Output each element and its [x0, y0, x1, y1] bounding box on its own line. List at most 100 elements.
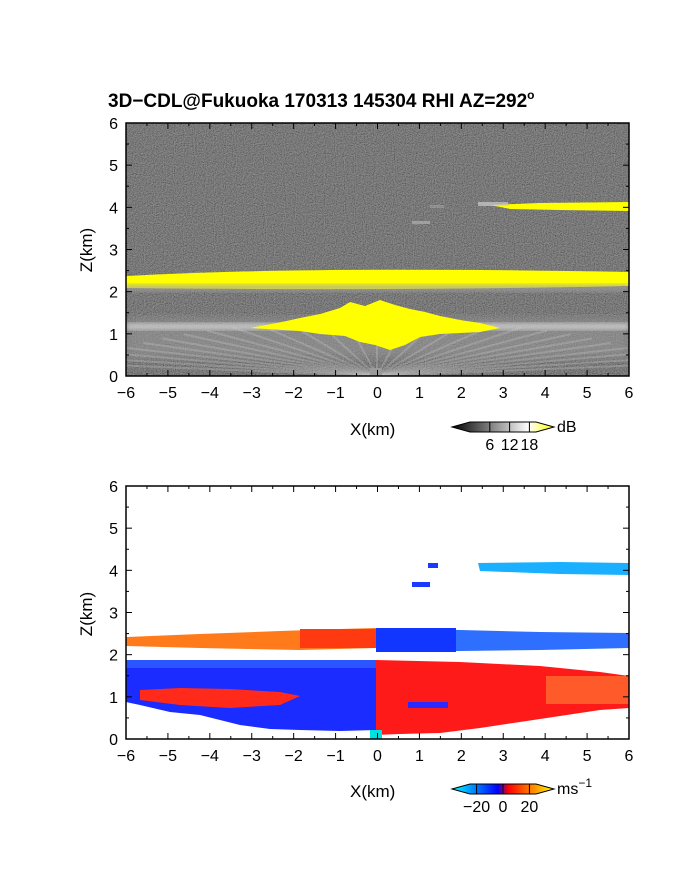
backscatter-colorbar-ticks: 6 12 18 — [485, 422, 538, 454]
backscatter-y-label: Z(km) — [77, 228, 96, 272]
backscatter-x-tick-label: 2 — [457, 385, 466, 402]
figure-title-main: 3D−CDL@Fukuoka 170313 145304 RHI AZ=292 — [108, 91, 527, 112]
backscatter-x-tick-label: 3 — [499, 385, 508, 402]
velocity-y-tick-label: 6 — [109, 479, 118, 496]
backscatter-colorbar-tick-label: 6 — [485, 437, 494, 454]
velocity-x-label: X(km) — [350, 782, 395, 801]
backscatter-x-ticks: −6 −5 −4 −3 −2 −1 0 1 2 3 4 5 6 — [117, 123, 634, 402]
velocity-unit-base: ms — [557, 781, 578, 798]
velocity-x-tick-label: −4 — [201, 748, 219, 765]
backscatter-y-tick-label: 5 — [109, 158, 118, 175]
velocity-x-tick-label: 0 — [373, 748, 382, 765]
velocity-cloud-west-core — [300, 629, 376, 648]
backscatter-y-ticks: 0 1 2 3 4 5 6 — [109, 116, 629, 386]
upper-layer-echo — [490, 202, 629, 211]
backscatter-image — [126, 123, 629, 376]
backscatter-y-tick-label: 4 — [109, 200, 118, 217]
beam-ray — [376, 337, 592, 376]
beam-ray — [259, 323, 378, 376]
velocity-x-tick-label: 2 — [457, 748, 466, 765]
backscatter-y-tick-label: 3 — [109, 243, 118, 260]
backscatter-colorbar: 6 12 18 dB — [450, 419, 577, 454]
velocity-colorbar-ticks: −20 0 20 — [463, 784, 538, 816]
velocity-x-tick-label: −5 — [159, 748, 177, 765]
ground-clutter — [370, 368, 382, 376]
velocity-ground — [370, 730, 382, 739]
backscatter-y-tick-label: 0 — [109, 369, 118, 386]
backscatter-y-tick-label: 6 — [109, 116, 118, 133]
beam-ray — [143, 342, 378, 376]
velocity-faint-b — [428, 563, 438, 568]
beam-ray — [376, 323, 495, 376]
velocity-x-ticks: −6 −5 −4 −3 −2 −1 0 1 2 3 4 5 6 — [117, 486, 634, 765]
boundary-layer-echo — [250, 300, 500, 350]
backscatter-x-tick-label: −2 — [285, 385, 303, 402]
beam-ray — [376, 342, 611, 376]
velocity-bl-west-top — [126, 660, 376, 668]
velocity-colorbar-unit: ms−1 — [557, 776, 592, 798]
backscatter-x-tick-label: 6 — [625, 385, 634, 402]
figure-title-degree: o — [527, 88, 534, 102]
velocity-bl-west-red — [140, 688, 300, 708]
velocity-colorbar: −20 0 20 ms−1 — [450, 776, 592, 816]
beam-ray — [126, 353, 378, 376]
beam-ray — [376, 329, 548, 376]
beam-ray — [376, 326, 522, 376]
beam-ray — [183, 333, 378, 376]
upper-layer-faint — [478, 202, 508, 206]
velocity-x-tick-label: 5 — [583, 748, 592, 765]
backscatter-x-tick-label: 0 — [373, 385, 382, 402]
backscatter-y-tick-label: 1 — [109, 327, 118, 344]
beam-ray — [126, 364, 378, 376]
velocity-x-tick-label: 6 — [625, 748, 634, 765]
backscatter-x-tick-label: −6 — [117, 385, 135, 402]
velocity-unit-sup: −1 — [578, 776, 592, 790]
velocity-colorbar-tick-label: 0 — [499, 799, 508, 816]
velocity-y-label: Z(km) — [77, 592, 96, 636]
velocity-x-tick-label: −3 — [243, 748, 261, 765]
velocity-colorbar-tick-label: 20 — [521, 799, 539, 816]
velocity-cloud-east-core — [376, 628, 456, 652]
beam-ray — [287, 321, 378, 376]
velocity-y-tick-label: 3 — [109, 606, 118, 623]
velocity-bl-east-light — [546, 676, 629, 704]
velocity-x-tick-label: −1 — [326, 748, 344, 765]
backscatter-x-tick-label: −1 — [326, 385, 344, 402]
beam-ray — [376, 364, 629, 376]
velocity-y-tick-label: 4 — [109, 563, 118, 580]
backscatter-x-tick-label: −5 — [159, 385, 177, 402]
backscatter-x-tick-label: −3 — [243, 385, 261, 402]
beam-ray — [162, 337, 378, 376]
beam-ray — [376, 333, 571, 376]
beam-ray — [376, 359, 629, 376]
velocity-y-tick-label: 1 — [109, 690, 118, 707]
backscatter-x-tick-label: 5 — [583, 385, 592, 402]
beam-ray — [232, 326, 378, 376]
backscatter-colorbar-tick-label: 12 — [501, 437, 519, 454]
faint-echo-b — [430, 205, 444, 208]
beam-ray — [126, 359, 378, 376]
figure-title: 3D−CDL@Fukuoka 170313 145304 RHI AZ=292o — [108, 88, 535, 112]
velocity-x-tick-label: −6 — [117, 748, 135, 765]
velocity-upper-layer — [478, 562, 629, 575]
backscatter-colorbar-tick-label: 18 — [521, 437, 539, 454]
backscatter-y-tick-label: 2 — [109, 285, 118, 302]
backscatter-x-tick-label: 1 — [415, 385, 424, 402]
velocity-y-ticks: 0 1 2 3 4 5 6 — [109, 479, 629, 749]
velocity-faint-a — [412, 582, 430, 587]
velocity-y-tick-label: 0 — [109, 732, 118, 749]
velocity-colorbar-tick-label: −20 — [463, 799, 490, 816]
velocity-x-tick-label: −2 — [285, 748, 303, 765]
backscatter-colorbar-unit: dB — [557, 419, 577, 436]
beam-fan — [126, 319, 629, 376]
faint-echo-a — [412, 221, 430, 224]
cloud-layer-glow — [126, 284, 629, 292]
backscatter-colorbar-bar — [450, 421, 556, 433]
velocity-bl-east-blue — [408, 702, 448, 708]
beam-ray — [376, 353, 629, 376]
beam-ray — [376, 346, 628, 376]
velocity-y-tick-label: 2 — [109, 648, 118, 665]
